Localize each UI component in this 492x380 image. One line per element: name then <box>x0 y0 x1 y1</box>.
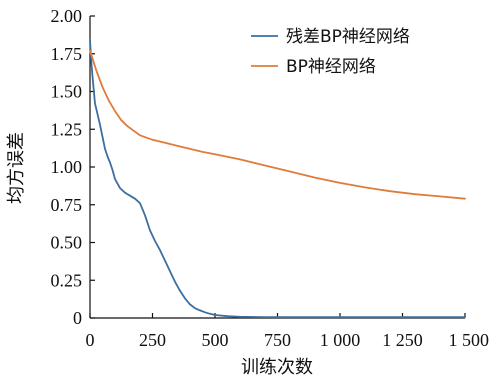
y-tick-label: 1.75 <box>51 44 83 64</box>
series-lines <box>89 39 466 319</box>
legend: 残差BP神经网络 BP神经网络 <box>251 27 410 77</box>
axes <box>89 16 465 319</box>
y-tick-label: 1.50 <box>51 82 83 102</box>
series-line-residual-bp <box>89 39 466 319</box>
x-tick-label: 750 <box>264 330 291 350</box>
y-tick-label: 2.00 <box>51 6 83 26</box>
series-line-bp <box>89 49 466 200</box>
legend-label-bp: BP神经网络 <box>286 57 376 77</box>
x-tick-label: 0 <box>86 330 95 350</box>
legend-label-residual-bp: 残差BP神经网络 <box>286 27 410 47</box>
x-ticks: 0 250 500 750 1 000 1 250 1 500 <box>86 313 490 350</box>
y-tick-label: 1.00 <box>51 157 83 177</box>
y-ticks: 0 0.25 0.50 0.75 1.00 1.25 1.50 1.75 2.00 <box>51 6 95 328</box>
x-tick-label: 1 500 <box>449 330 490 350</box>
y-tick-label: 0.75 <box>51 195 83 215</box>
x-tick-label: 1 000 <box>320 330 361 350</box>
x-tick-label: 500 <box>202 330 229 350</box>
y-tick-label: 0.25 <box>51 270 83 290</box>
y-tick-label: 0 <box>73 308 82 328</box>
x-tick-label: 1 250 <box>382 330 423 350</box>
x-tick-label: 250 <box>139 330 166 350</box>
x-axis-title: 训练次数 <box>241 357 313 378</box>
y-axis-title: 均方误差 <box>6 132 27 204</box>
y-tick-label: 1.25 <box>51 119 83 139</box>
y-tick-label: 0.50 <box>51 233 83 253</box>
